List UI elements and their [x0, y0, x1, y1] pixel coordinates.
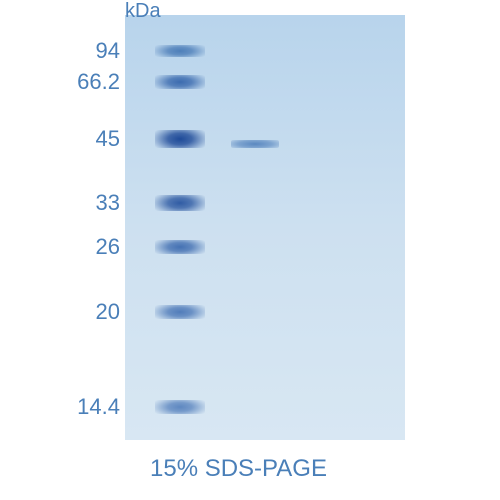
mw-label: 94 — [96, 38, 120, 64]
marker-band — [155, 305, 205, 319]
marker-band — [155, 45, 205, 57]
mw-label: 14.4 — [77, 394, 120, 420]
mw-label: 33 — [96, 190, 120, 216]
marker-band — [155, 400, 205, 414]
mw-label: 45 — [96, 126, 120, 152]
marker-band — [155, 130, 205, 148]
mw-label: 26 — [96, 234, 120, 260]
marker-band — [155, 75, 205, 89]
kda-axis-label: kDa — [125, 0, 161, 23]
gel-image-container: { "gel": { "background_area": { "left": … — [0, 0, 500, 500]
mw-label: 66.2 — [77, 69, 120, 95]
mw-label: 20 — [96, 299, 120, 325]
gel-caption: 15% SDS-PAGE — [150, 455, 327, 483]
sample-band — [231, 140, 279, 148]
marker-band — [155, 240, 205, 254]
marker-band — [155, 195, 205, 211]
